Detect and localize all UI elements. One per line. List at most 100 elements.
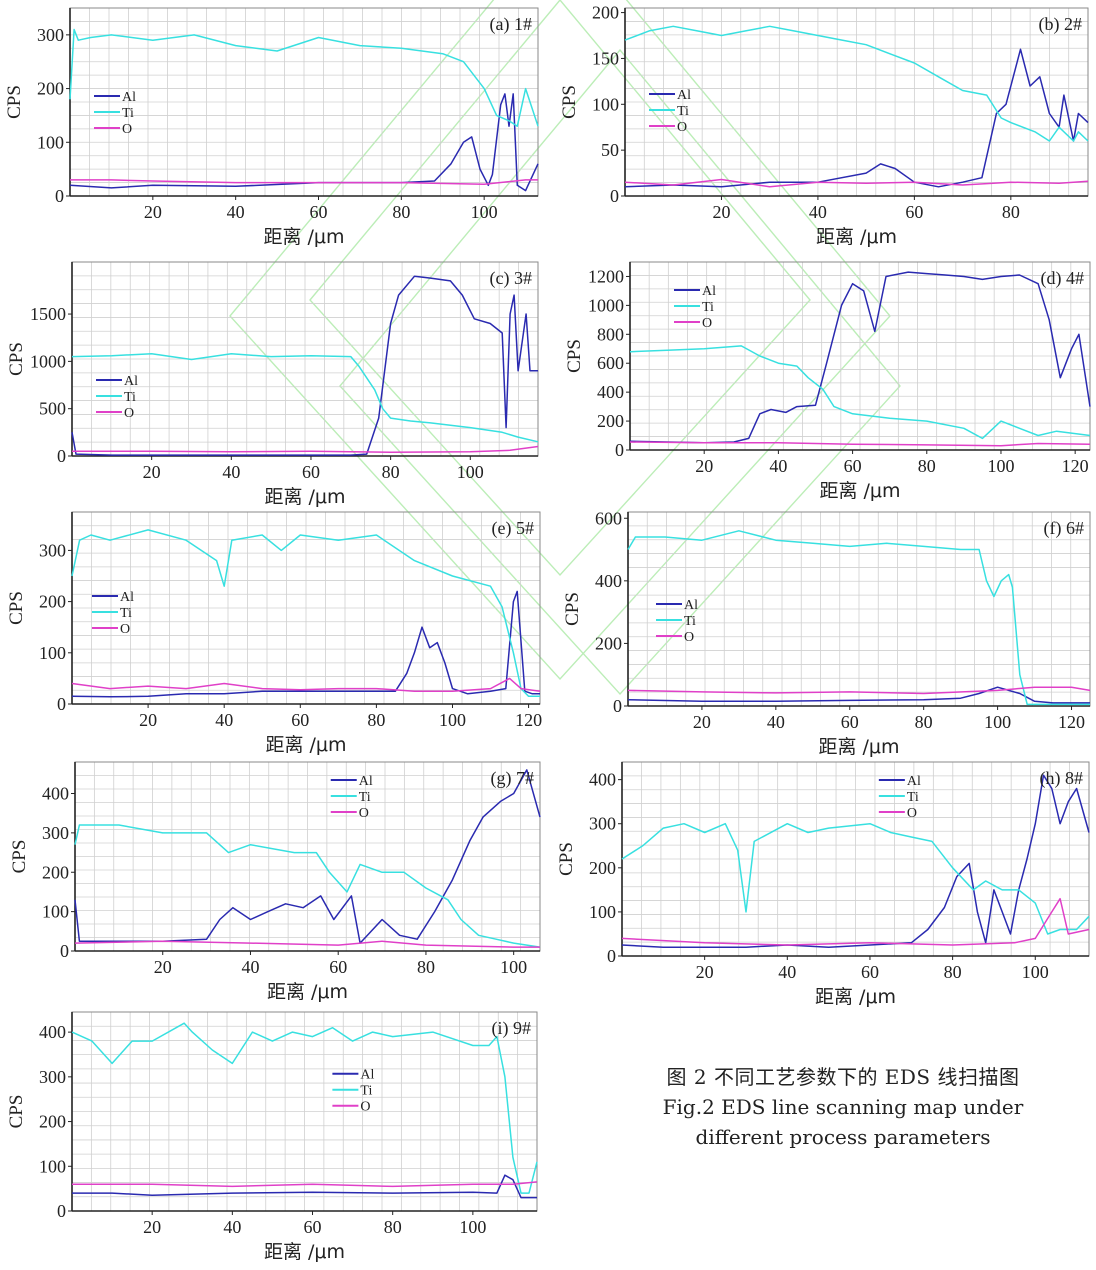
x-tick-label: 60 [861, 962, 879, 982]
grid [630, 262, 1090, 450]
series-line-ti [629, 345, 1091, 440]
panel-label: (g) 7# [491, 768, 535, 789]
x-tick-label: 100 [500, 957, 527, 977]
legend-label-ti: Ti [124, 390, 136, 405]
y-axis-label: CPS [556, 842, 577, 876]
y-axis-label: CPS [9, 840, 30, 874]
chart-panel-6: 20 40 60 80 100 120 0 200 400 600 距离 /μm CPS (f) 6# A… [562, 508, 1091, 758]
y-tick-label: 0 [57, 446, 66, 466]
y-tick-label: 200 [595, 633, 622, 653]
y-tick-label: 600 [595, 508, 622, 528]
x-tick-label: 80 [384, 1217, 402, 1237]
series-line-ti [74, 824, 541, 948]
legend-label-al: Al [684, 598, 698, 613]
legend-label-al: Al [677, 88, 691, 103]
y-tick-label: 0 [55, 186, 64, 206]
series-line-ti [627, 530, 1090, 706]
x-tick-label: 40 [241, 957, 259, 977]
panel-label: (a) 1# [490, 14, 532, 35]
legend-label-o: O [124, 406, 134, 421]
y-tick-label: 0 [607, 946, 616, 966]
x-tick-label: 20 [695, 456, 713, 476]
x-tick-label: 20 [143, 462, 161, 482]
legend-label-ti: Ti [677, 104, 689, 119]
x-tick-label: 40 [809, 202, 827, 222]
x-tick-label: 20 [144, 202, 162, 222]
panel-label: (b) 2# [1039, 14, 1083, 35]
y-tick-label: 100 [39, 1156, 66, 1176]
y-tick-label: 300 [42, 823, 69, 843]
x-tick-label: 40 [215, 710, 233, 730]
caption-chinese: 图 2 不同工艺参数下的 EDS 线扫描图 [666, 1065, 1020, 1089]
x-tick-label: 100 [1022, 962, 1049, 982]
legend-label-o: O [702, 316, 712, 331]
x-axis-label: 距离 /μm [267, 981, 348, 1003]
legend-label-al: Al [907, 774, 921, 789]
y-axis-label: CPS [6, 591, 27, 625]
y-tick-label: 0 [60, 941, 69, 961]
y-tick-label: 1200 [588, 266, 624, 286]
series-line-ti [621, 822, 1090, 935]
legend-label-o: O [359, 806, 369, 821]
legend-label-ti: Ti [684, 614, 696, 629]
panel-label: (i) 9# [492, 1018, 532, 1039]
x-axis-label: 距离 /μm [819, 480, 900, 502]
x-tick-label: 100 [459, 1217, 486, 1237]
series-line-ti [69, 28, 539, 127]
x-axis-label: 距离 /μm [263, 226, 344, 248]
legend-label-o: O [360, 1100, 370, 1115]
series-line-o [629, 441, 1091, 447]
legend-label-al: Al [122, 90, 136, 105]
series-line-o [70, 179, 538, 185]
x-tick-label: 20 [693, 712, 711, 732]
legend-label-o: O [907, 806, 917, 821]
x-tick-label: 100 [987, 456, 1014, 476]
x-tick-label: 80 [367, 710, 385, 730]
series-line-ti [71, 353, 539, 443]
watermark-shape [339, 48, 901, 696]
series-line-o [72, 445, 539, 453]
y-axis-label: CPS [564, 339, 585, 373]
series-line-o [71, 677, 541, 692]
series-line-o [627, 686, 1091, 695]
series-line-al [71, 275, 538, 456]
y-tick-label: 400 [589, 770, 616, 790]
grid [628, 512, 1090, 706]
y-tick-label: 200 [42, 862, 69, 882]
x-tick-label: 40 [778, 962, 796, 982]
x-tick-label: 40 [222, 462, 240, 482]
x-tick-label: 80 [915, 712, 933, 732]
series-line-ti [71, 529, 540, 698]
grid [622, 762, 1089, 956]
x-tick-label: 60 [844, 456, 862, 476]
y-tick-label: 300 [39, 1067, 66, 1087]
y-tick-label: 200 [597, 411, 624, 431]
chart-panel-5: 20 40 60 80 100 120 0 100 200 300 距离 /μm CPS (e) 5# A… [6, 511, 542, 756]
x-tick-label: 60 [291, 710, 309, 730]
y-tick-label: 50 [601, 140, 619, 160]
y-tick-label: 100 [42, 902, 69, 922]
x-axis-label: 距离 /μm [265, 734, 346, 756]
x-tick-label: 120 [515, 710, 542, 730]
y-tick-label: 100 [37, 132, 64, 152]
panel-label: (e) 5# [492, 518, 534, 539]
panel-label: (h) 8# [1040, 768, 1084, 789]
y-tick-label: 100 [589, 902, 616, 922]
y-tick-label: 800 [597, 324, 624, 344]
y-tick-label: 300 [39, 540, 66, 560]
y-tick-label: 600 [597, 353, 624, 373]
legend-label-al: Al [120, 590, 134, 605]
legend-label-al: Al [702, 284, 716, 299]
series-line-o [624, 178, 1089, 188]
y-tick-label: 200 [589, 858, 616, 878]
x-tick-label: 100 [439, 710, 466, 730]
legend-label-o: O [684, 630, 694, 645]
